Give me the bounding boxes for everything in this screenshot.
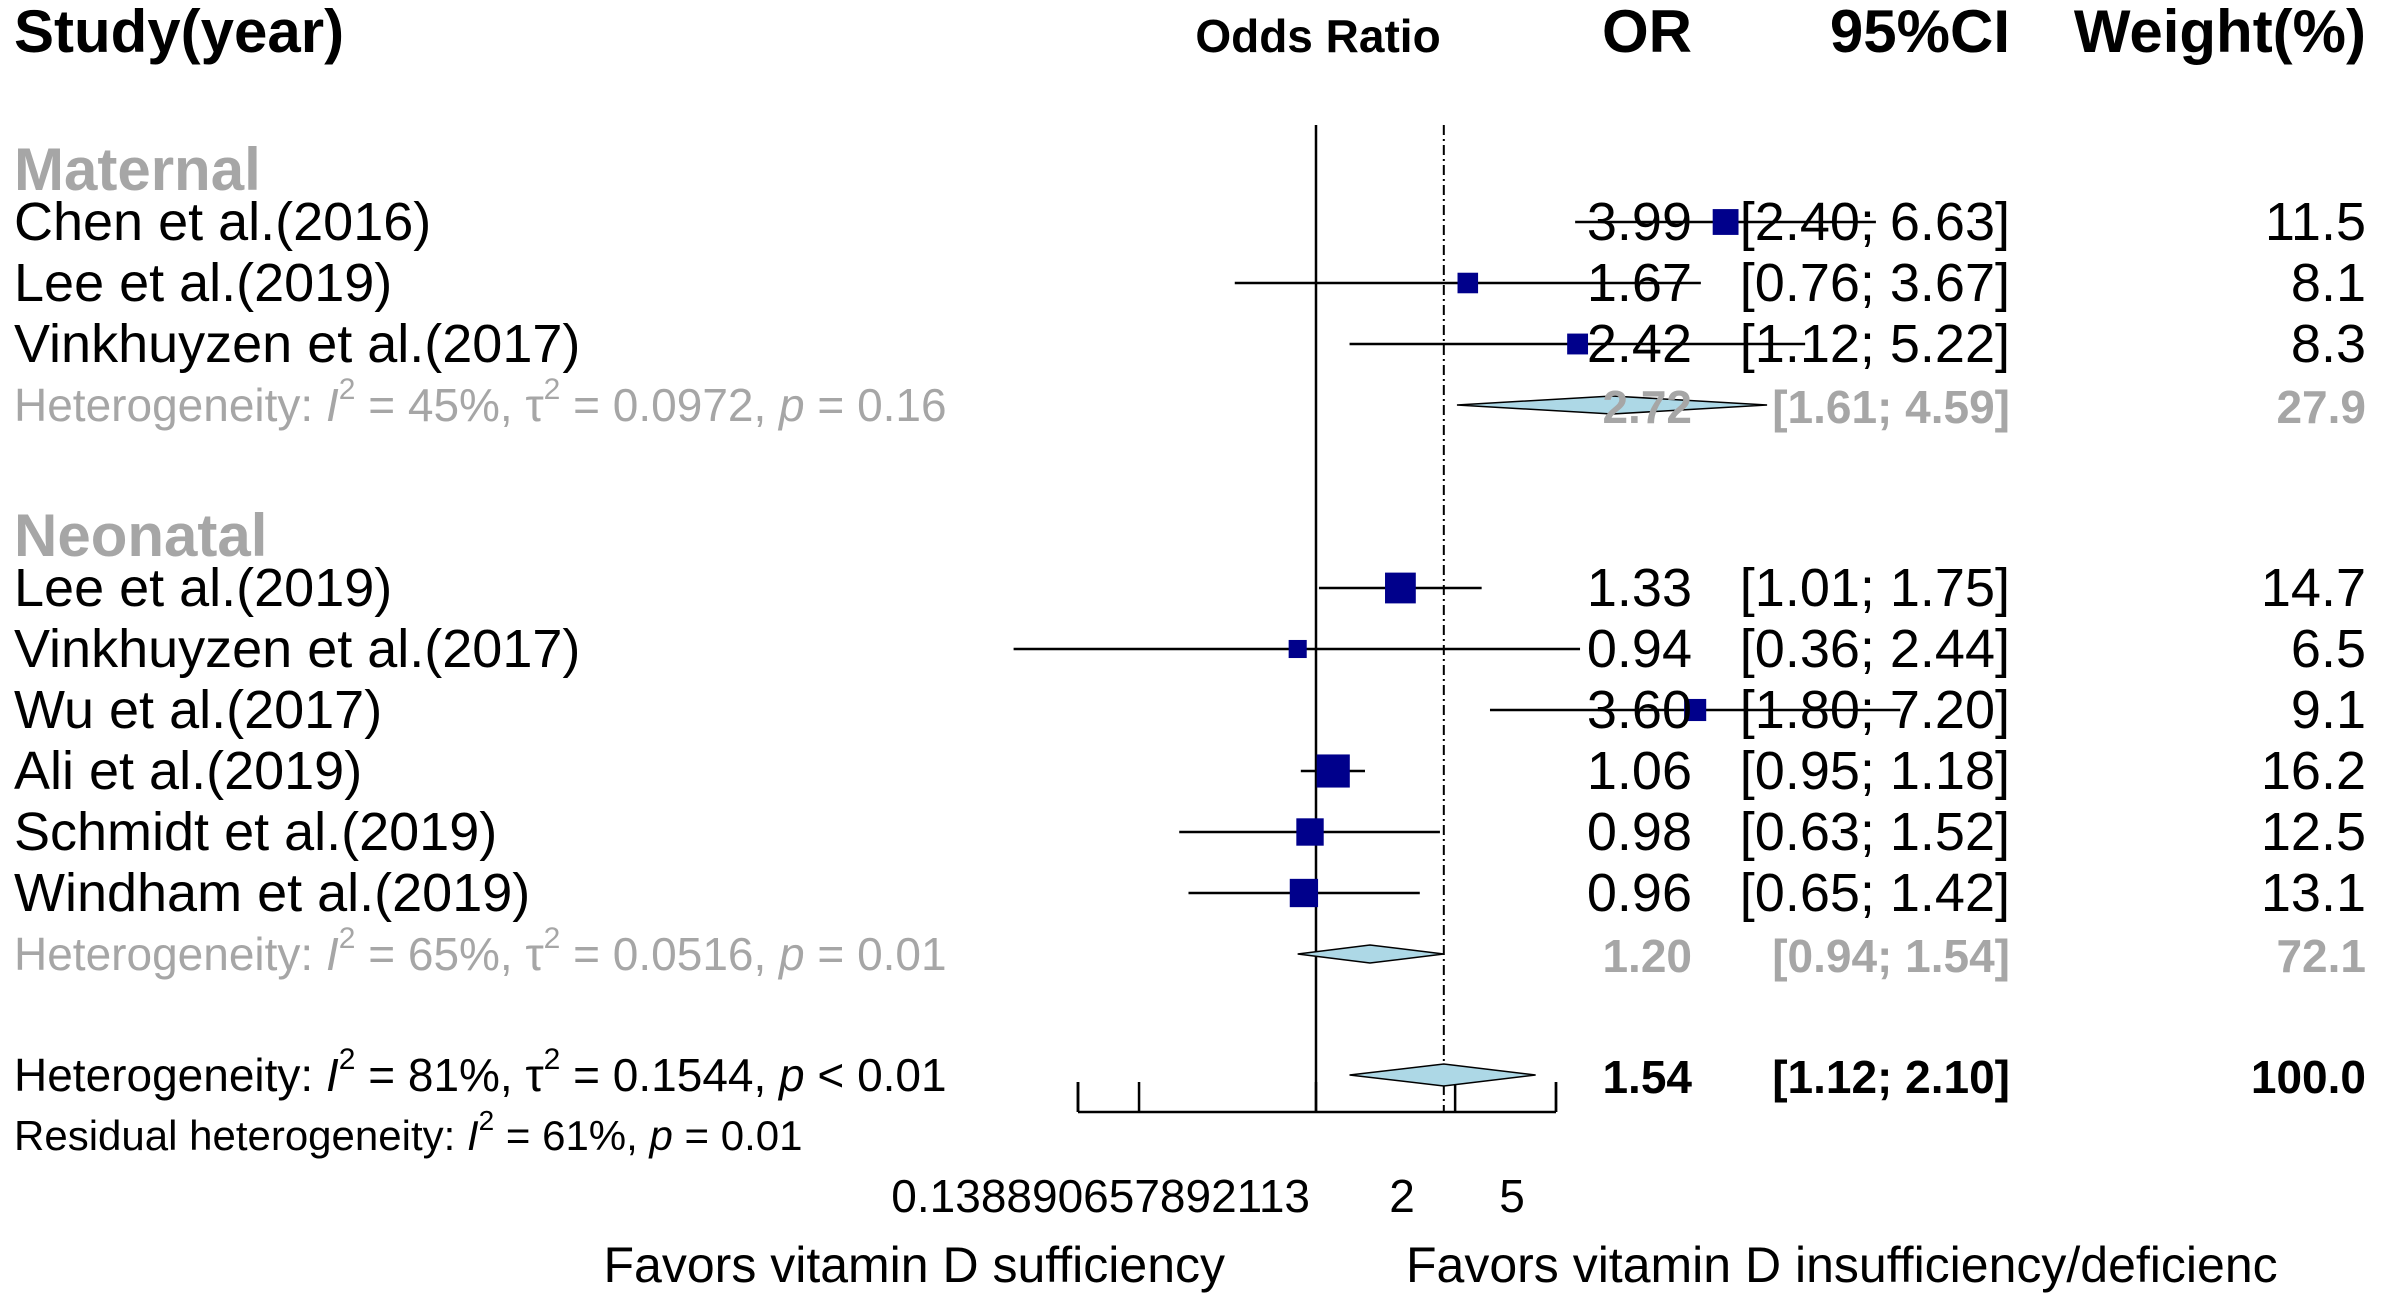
study-weight-value: 14.7 [2261, 558, 2366, 618]
study-or-value: 0.96 [1587, 863, 1692, 923]
study-or-value: 3.99 [1587, 192, 1692, 252]
axis-tick-label: 5 [1499, 1170, 1525, 1222]
study-weight-value: 11.5 [2265, 192, 2366, 252]
overall-weight-value: 100.0 [2251, 1051, 2366, 1103]
study-ci-value: [0.76; 3.67] [1740, 253, 2010, 313]
study-name: Chen et al.(2016) [14, 192, 431, 252]
overall-heterogeneity: Heterogeneity: I2 = 81%, τ2 = 0.1544, p … [14, 1043, 947, 1101]
study-or-value: 1.33 [1587, 558, 1692, 618]
study-name: Wu et al.(2017) [14, 680, 382, 740]
study-or-value: 1.67 [1587, 253, 1692, 313]
favors-left-label: Favors vitamin D sufficiency [604, 1237, 1225, 1293]
study-box [1567, 333, 1589, 355]
study-name: Windham et al.(2019) [14, 863, 530, 923]
study-weight-value: 12.5 [2261, 802, 2366, 862]
subgroup-weight-value: 72.1 [2276, 930, 2366, 982]
study-box [1296, 818, 1324, 846]
subgroup-or-value: 1.20 [1602, 930, 1692, 982]
study-box [1289, 878, 1319, 908]
study-ci-value: [2.40; 6.63] [1740, 192, 2010, 252]
study-name: Lee et al.(2019) [14, 558, 392, 618]
study-name: Ali et al.(2019) [14, 741, 362, 801]
study-name: Lee et al.(2019) [14, 253, 392, 313]
subgroup-diamond [1456, 395, 1768, 415]
study-weight-value: 9.1 [2291, 680, 2366, 740]
study-weight-value: 16.2 [2261, 741, 2366, 801]
subgroup-weight-value: 27.9 [2276, 381, 2366, 433]
study-or-value: 2.42 [1587, 314, 1692, 374]
header-or: OR [1602, 0, 1692, 65]
study-box [1385, 572, 1416, 604]
study-name: Vinkhuyzen et al.(2017) [14, 314, 580, 374]
header-ci: 95%CI [1830, 0, 2010, 65]
header-odds-ratio: Odds Ratio [1195, 10, 1440, 62]
subgroup-title: Neonatal [14, 502, 267, 569]
study-weight-value: 8.3 [2291, 314, 2366, 374]
study-ci-value: [0.65; 1.42] [1740, 863, 2010, 923]
subgroup-diamond [1297, 944, 1444, 964]
axis-tick-label: 0.138890657892113 [891, 1170, 1310, 1222]
study-or-value: 0.98 [1587, 802, 1692, 862]
overall-ci-value: [1.12; 2.10] [1772, 1051, 2010, 1103]
study-ci-value: [0.63; 1.52] [1740, 802, 2010, 862]
study-ci-value: [0.36; 2.44] [1740, 619, 2010, 679]
study-box [1457, 272, 1479, 294]
subgroup-title: Maternal [14, 136, 261, 203]
plot-area [1013, 125, 1901, 1114]
study-ci-value: [1.12; 5.22] [1740, 314, 2010, 374]
study-weight-value: 6.5 [2291, 619, 2366, 679]
study-or-value: 0.94 [1587, 619, 1692, 679]
study-box [1288, 639, 1307, 659]
overall-or-value: 1.54 [1602, 1051, 1692, 1103]
study-ci-value: [0.95; 1.18] [1740, 741, 2010, 801]
study-ci-value: [1.80; 7.20] [1740, 680, 2010, 740]
subgroup-heterogeneity: Heterogeneity: I2 = 65%, τ2 = 0.0516, p … [14, 922, 947, 980]
study-weight-value: 8.1 [2291, 253, 2366, 313]
header-study: Study(year) [14, 0, 344, 65]
study-name: Schmidt et al.(2019) [14, 802, 497, 862]
study-or-value: 1.06 [1587, 741, 1692, 801]
subgroup-ci-value: [1.61; 4.59] [1772, 381, 2010, 433]
study-box [1712, 209, 1739, 235]
study-box [1684, 698, 1707, 722]
header-weight: Weight(%) [2074, 0, 2366, 65]
study-ci-value: [1.01; 1.75] [1740, 558, 2010, 618]
study-weight-value: 13.1 [2261, 863, 2366, 923]
favors-right-label: Favors vitamin D insufficiency/deficienc [1406, 1237, 2278, 1293]
residual-heterogeneity: Residual heterogeneity: I2 = 61%, p = 0.… [14, 1105, 802, 1159]
overall-diamond [1349, 1063, 1536, 1087]
subgroup-heterogeneity: Heterogeneity: I2 = 45%, τ2 = 0.0972, p … [14, 373, 947, 431]
study-name: Vinkhuyzen et al.(2017) [14, 619, 580, 679]
study-box [1316, 754, 1350, 788]
axis-tick-label: 2 [1389, 1170, 1415, 1222]
subgroup-ci-value: [0.94; 1.54] [1772, 930, 2010, 982]
subgroup-or-value: 2.72 [1602, 381, 1692, 433]
study-or-value: 3.60 [1587, 680, 1692, 740]
